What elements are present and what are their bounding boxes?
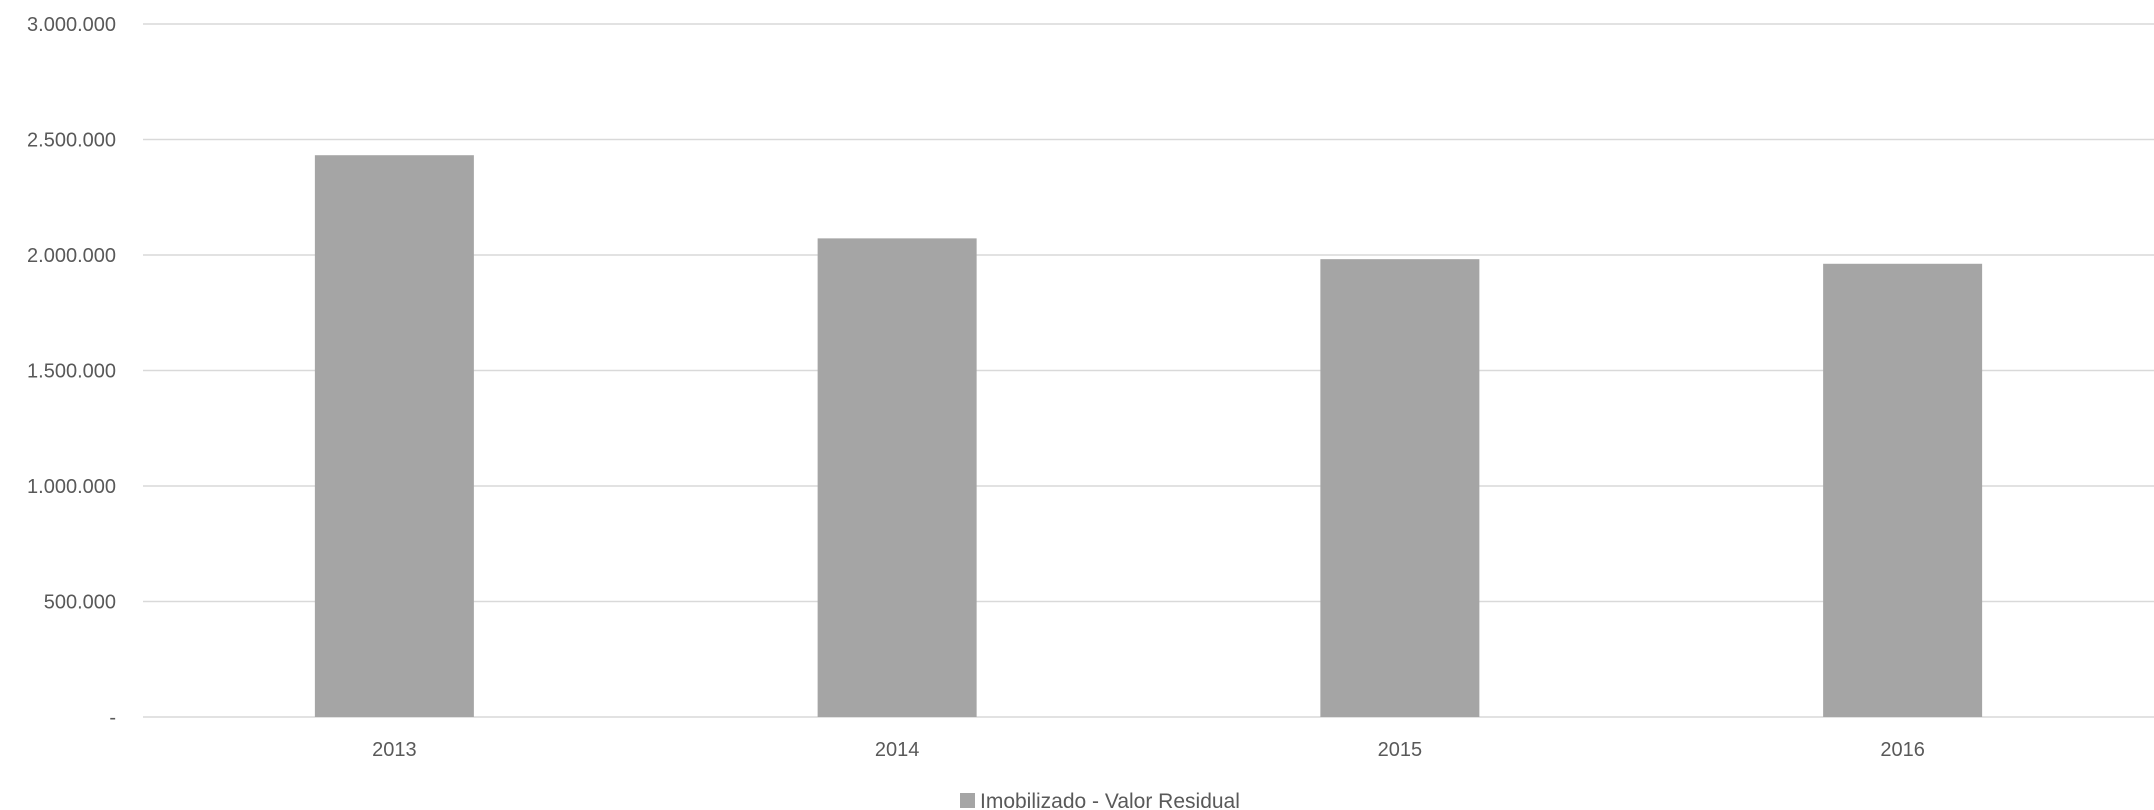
y-tick-label: 3.000.000 (27, 14, 116, 36)
y-tick-label: 2.000.000 (27, 245, 116, 267)
y-tick-label: 2.500.000 (27, 130, 116, 152)
x-tick-label: 2015 (1378, 739, 1423, 761)
x-tick-label: 2014 (875, 739, 920, 761)
gridlines (143, 23, 2154, 718)
legend-label: Imobilizado - Valor Residual (980, 790, 1240, 810)
bar-2014 (817, 238, 977, 718)
bar-2015 (1320, 259, 1480, 717)
x-tick-label: 2016 (1880, 739, 1925, 761)
bar-2013 (314, 155, 474, 717)
y-axis-tick-labels: - 500.000 1.000.000 1.500.000 2.000.000 2.500… (27, 14, 116, 729)
y-tick-label: - (109, 707, 116, 729)
y-tick-label: 1.500.000 (27, 361, 116, 383)
legend: Imobilizado - Valor Residual (960, 790, 1240, 810)
y-tick-label: 500.000 (44, 592, 116, 614)
bars (314, 155, 1983, 718)
x-tick-label: 2013 (372, 739, 417, 761)
bar-2016 (1823, 263, 1983, 717)
y-tick-label: 1.000.000 (27, 476, 116, 498)
legend-swatch (960, 793, 975, 808)
x-axis-category-labels: 2013 2014 2015 2016 (372, 739, 1925, 761)
